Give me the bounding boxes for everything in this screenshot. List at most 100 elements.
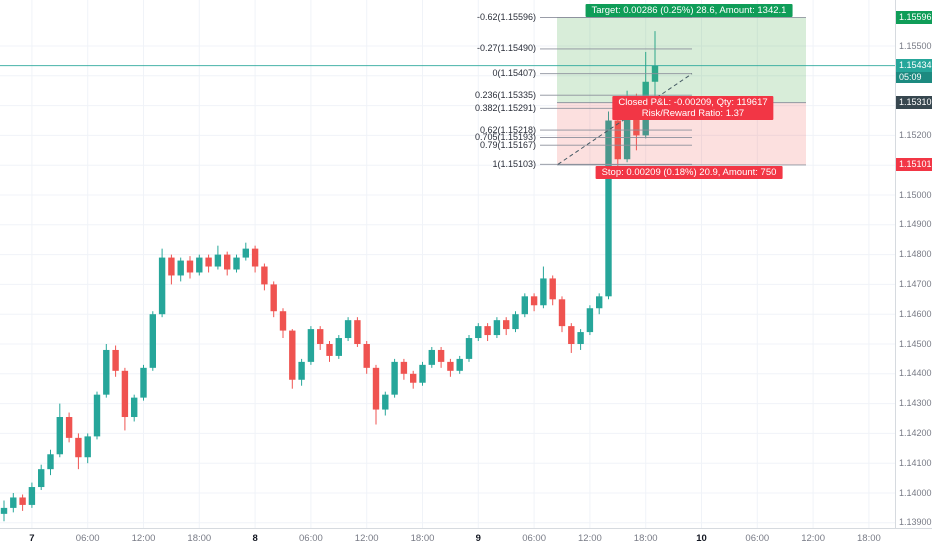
candle[interactable] bbox=[251, 245, 259, 273]
candle[interactable] bbox=[75, 433, 82, 470]
candle[interactable] bbox=[410, 370, 417, 389]
candle[interactable] bbox=[586, 305, 594, 336]
candle[interactable] bbox=[47, 449, 54, 476]
candle[interactable] bbox=[158, 248, 166, 318]
candle[interactable] bbox=[400, 358, 408, 380]
pnl-line-1: Closed P&L: -0.00209, Qty: 119617 bbox=[618, 97, 768, 108]
candle[interactable] bbox=[214, 245, 222, 270]
candle[interactable] bbox=[28, 482, 36, 508]
candle[interactable] bbox=[596, 293, 603, 315]
candle[interactable] bbox=[419, 361, 426, 386]
candle[interactable] bbox=[56, 403, 63, 458]
fib-level-label[interactable]: 0.62(1.15218) bbox=[479, 124, 536, 135]
candle[interactable] bbox=[465, 335, 473, 362]
candle[interactable] bbox=[298, 358, 305, 386]
candle[interactable] bbox=[168, 254, 175, 285]
time-tick-label: 12:00 bbox=[801, 533, 825, 544]
stop-price-badge: 1.15101 bbox=[896, 158, 932, 172]
price-axis[interactable]: 1.155001.154001.153001.152001.151001.150… bbox=[895, 0, 932, 528]
fib-level-label[interactable]: 0(1.15407) bbox=[492, 68, 536, 79]
candle[interactable] bbox=[521, 293, 528, 318]
candle[interactable] bbox=[131, 394, 138, 422]
position-tool-layer[interactable] bbox=[557, 16, 806, 166]
price-tick-label: 1.14600 bbox=[899, 308, 932, 319]
candle[interactable] bbox=[382, 391, 389, 416]
candle[interactable] bbox=[558, 296, 566, 333]
candle[interactable] bbox=[205, 254, 212, 273]
candle[interactable] bbox=[549, 275, 556, 306]
candle[interactable] bbox=[112, 345, 119, 377]
price-tick-label: 1.14100 bbox=[899, 457, 932, 468]
candle[interactable] bbox=[242, 242, 249, 261]
candle[interactable] bbox=[363, 341, 370, 374]
candle[interactable] bbox=[503, 317, 510, 336]
profit-zone[interactable] bbox=[557, 17, 806, 103]
candle[interactable] bbox=[530, 293, 538, 312]
fib-level-label[interactable]: -0.27(1.15490) bbox=[476, 43, 536, 54]
candle[interactable] bbox=[540, 266, 547, 309]
candle[interactable] bbox=[372, 364, 380, 425]
time-tick-label: 06:00 bbox=[299, 533, 323, 544]
candle[interactable] bbox=[186, 256, 194, 279]
candle[interactable] bbox=[307, 326, 315, 365]
candle[interactable] bbox=[428, 346, 435, 368]
fib-level-label[interactable]: 0.79(1.15167) bbox=[479, 139, 536, 150]
candle[interactable] bbox=[261, 263, 268, 291]
time-tick-label: 06:00 bbox=[745, 533, 770, 544]
candle[interactable] bbox=[512, 311, 519, 333]
time-tick-label: 10 bbox=[696, 533, 707, 544]
price-tick-label: 1.14400 bbox=[899, 368, 932, 379]
candle[interactable] bbox=[335, 335, 342, 359]
stop-label-box[interactable]: Stop: 0.00209 (0.18%) 20.9, Amount: 750 bbox=[595, 166, 783, 179]
candle[interactable] bbox=[289, 329, 296, 389]
fib-level-label[interactable]: 0.382(1.15291) bbox=[474, 102, 536, 113]
candle[interactable] bbox=[149, 311, 156, 371]
candle[interactable] bbox=[475, 323, 482, 342]
candle[interactable] bbox=[121, 367, 129, 431]
target-label-box[interactable]: Target: 0.00286 (0.25%) 28.6, Amount: 13… bbox=[585, 4, 793, 17]
pnl-line-2: Risk/Reward Ratio: 1.37 bbox=[641, 108, 745, 119]
candle[interactable] bbox=[38, 464, 45, 491]
time-tick-label: 12:00 bbox=[131, 533, 156, 544]
candle[interactable] bbox=[270, 281, 277, 318]
fib-level-label[interactable]: 0.705(1.15193) bbox=[474, 131, 536, 142]
candle[interactable] bbox=[577, 329, 584, 350]
price-tick-label: 1.13900 bbox=[899, 517, 932, 528]
candle[interactable] bbox=[196, 254, 203, 276]
candle[interactable] bbox=[233, 254, 240, 273]
candle[interactable] bbox=[437, 346, 445, 368]
candle[interactable] bbox=[317, 326, 324, 350]
candle[interactable] bbox=[0, 500, 8, 522]
candle[interactable] bbox=[177, 257, 184, 282]
candles-layer[interactable] bbox=[0, 31, 659, 522]
fib-level-label[interactable]: 0.236(1.15335) bbox=[474, 89, 536, 100]
candle[interactable] bbox=[84, 433, 91, 464]
pnl-label-box[interactable]: Closed P&L: -0.00209, Qty: 119617 Risk/R… bbox=[612, 96, 774, 120]
candle[interactable] bbox=[447, 358, 454, 377]
candle[interactable] bbox=[140, 364, 147, 401]
candle[interactable] bbox=[279, 308, 287, 339]
candle[interactable] bbox=[326, 341, 333, 362]
fib-level-label[interactable]: -0.62(1.15596) bbox=[476, 11, 536, 22]
candle[interactable] bbox=[103, 344, 110, 398]
candlestick-plot[interactable] bbox=[0, 0, 895, 528]
candle[interactable] bbox=[391, 358, 398, 398]
time-tick-label: 06:00 bbox=[75, 533, 100, 544]
candle[interactable] bbox=[93, 391, 101, 440]
time-axis[interactable]: 7 06:00 12:00 18:00 8 06:00 12:00 18:00 9 06:00 12… bbox=[0, 528, 932, 550]
candle[interactable] bbox=[65, 412, 73, 443]
last-price-badge: 1.15434 bbox=[896, 59, 932, 73]
time-tick-label: 18:00 bbox=[410, 533, 435, 544]
candle[interactable] bbox=[354, 317, 361, 347]
candle[interactable] bbox=[344, 317, 352, 342]
candle[interactable] bbox=[19, 494, 26, 511]
candle[interactable] bbox=[484, 323, 491, 342]
time-tick-label: 9 bbox=[475, 533, 481, 544]
candle[interactable] bbox=[224, 251, 231, 276]
candle[interactable] bbox=[456, 355, 463, 374]
candle[interactable] bbox=[605, 111, 612, 300]
candle[interactable] bbox=[493, 317, 501, 339]
candle[interactable] bbox=[568, 323, 575, 353]
fib-level-label[interactable]: 1(1.15103) bbox=[492, 158, 536, 169]
candle[interactable] bbox=[10, 493, 17, 513]
